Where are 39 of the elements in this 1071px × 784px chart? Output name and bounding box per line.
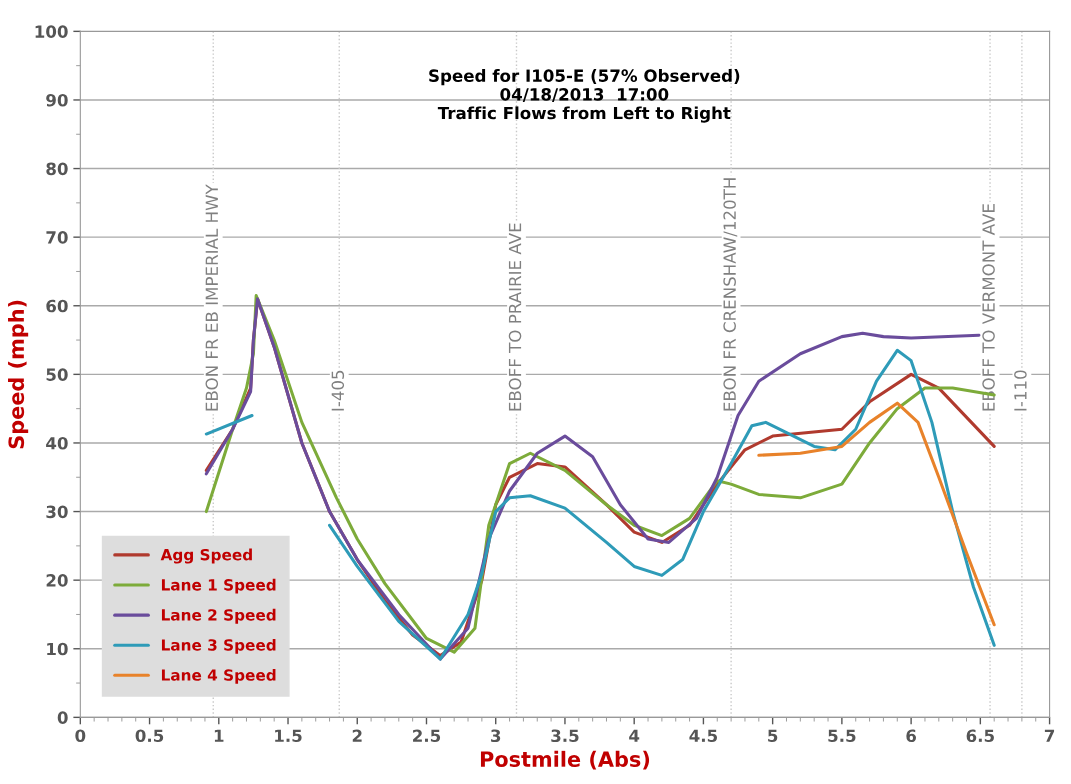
y-axis-title: Speed (mph) [8,300,29,449]
legend-label: Lane 3 Speed [161,638,276,654]
x-tick-label: 3.5 [551,729,579,743]
text: Speed for I105-E (57% Observed) 04/18/2013 17:00 Traffic Flows from Left to Right [429,69,740,123]
y-tick-label: 40 [46,436,68,450]
y-tick-label: 20 [46,574,68,587]
x-tick-label: 3 [491,729,501,743]
x-tick-label: 5.5 [828,729,856,743]
y-tick-label: 60 [46,299,68,313]
y-tick-label: 30 [46,505,68,519]
ref-line-label: EBON FR CRENSHAW/120TH [723,178,738,411]
x-tick-label: 7 [1044,729,1055,742]
y-tick-label: 70 [46,231,68,244]
x-axis-title: Postmile (Abs) [480,750,650,770]
y-tick-label: 100 [35,25,68,38]
x-tick-label: 2 [352,729,362,742]
x-tick-label: 4.5 [689,729,718,743]
y-tick-label: 80 [46,162,68,176]
x-tick-label: 1.5 [275,729,302,743]
y-tick-label: 10 [47,642,68,656]
x-tick-label: 0 [75,729,86,743]
x-tick-label: 5 [768,729,778,743]
y-tick-label: 50 [46,368,68,381]
ref-line-label: I-405 [331,370,345,411]
ref-line-label: EBON FR EB IMPERIAL HWY [205,184,219,411]
legend-label: Lane 2 Speed [161,608,276,624]
x-tick-label: 1 [214,729,224,742]
legend-label: Agg Speed [160,548,252,564]
x-tick-label: 2.5 [413,729,441,743]
x-tick-label: 6 [906,729,917,743]
x-tick-label: 0.5 [135,729,164,743]
y-tick-label: 90 [46,93,68,107]
y-tick-label: 0 [57,711,68,724]
x-tick-label: 6.5 [966,729,994,743]
legend-label: Lane 4 Speed [161,668,276,684]
x-tick-label: 4 [629,729,640,742]
ref-line-label: EBOFF TO PRAIRIE AVE [508,223,522,411]
legend-label: Lane 1 Speed [161,578,276,594]
ref-line-label: I-110 [1014,370,1027,411]
